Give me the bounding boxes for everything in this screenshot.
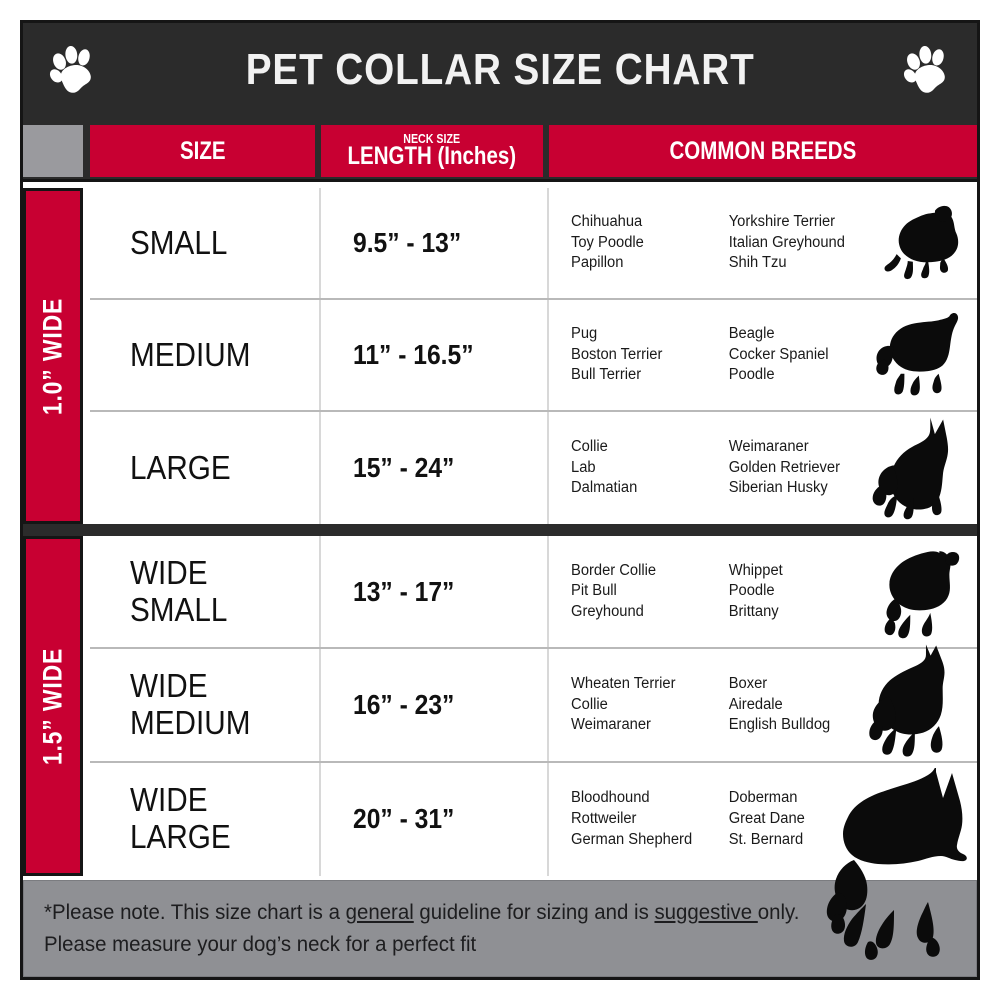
cell-size: LARGE bbox=[90, 412, 321, 524]
paw-print-icon bbox=[46, 43, 100, 97]
group-divider bbox=[23, 524, 977, 536]
group-label-1-0-wide: 1.0” WIDE bbox=[23, 188, 83, 524]
size-group-1-0-wide: SMALL 9.5” - 13” Chihuahua Toy Poodle Pa… bbox=[90, 188, 977, 524]
cell-length: 15” - 24” bbox=[321, 412, 549, 524]
breed-list-secondary: Yorkshire Terrier Italian Greyhound Shih… bbox=[728, 213, 845, 272]
cell-length: 16” - 23” bbox=[321, 649, 549, 761]
cell-breeds: Chihuahua Toy Poodle Papillon Yorkshire … bbox=[549, 188, 977, 298]
cell-length: 11” - 16.5” bbox=[321, 300, 549, 410]
cell-breeds: Border Collie Pit Bull Greyhound Whippet… bbox=[549, 536, 977, 647]
footer-note-line-2: Please measure your dog’s neck for a per… bbox=[44, 931, 477, 956]
breed-list-primary: Bloodhound Rottweiler German Shepherd bbox=[571, 789, 693, 848]
footer-text-mid: guideline for sizing and is bbox=[413, 900, 655, 925]
footer-text-pre: *Please note. This size chart is a bbox=[44, 900, 346, 925]
column-header-length-sublabel: NECK SIZE bbox=[403, 131, 461, 146]
pet-collar-size-chart: PET COLLAR SIZE CHART SIZE NECK SIZE LEN… bbox=[20, 20, 980, 980]
breed-list-secondary: Whippet Poodle Brittany bbox=[728, 561, 783, 620]
breed-list-primary: Pug Boston Terrier Bull Terrier bbox=[571, 325, 663, 384]
paw-print-icon bbox=[900, 43, 954, 97]
breed-list-secondary: Boxer Airedale English Bulldog bbox=[728, 675, 831, 734]
breed-list-secondary: Doberman Great Dane St. Bernard bbox=[728, 789, 805, 848]
table-row[interactable]: WIDE SMALL 13” - 17” Border Collie Pit B… bbox=[90, 536, 977, 650]
cell-size: SMALL bbox=[90, 188, 321, 298]
cell-size: WIDE SMALL bbox=[90, 536, 321, 648]
table-row[interactable]: SMALL 9.5” - 13” Chihuahua Toy Poodle Pa… bbox=[90, 188, 977, 300]
column-header-breeds: COMMON BREEDS bbox=[549, 125, 977, 177]
column-header-size: SIZE bbox=[90, 125, 315, 177]
page-title: PET COLLAR SIZE CHART bbox=[245, 45, 755, 94]
table-row[interactable]: MEDIUM 11” - 16.5” Pug Boston Terrier Bu… bbox=[90, 300, 977, 412]
size-group-1-5-wide: WIDE SMALL 13” - 17” Border Collie Pit B… bbox=[90, 536, 977, 876]
cell-size: MEDIUM bbox=[90, 300, 321, 410]
cell-size: WIDE MEDIUM bbox=[90, 649, 321, 761]
corner-cell bbox=[23, 125, 83, 177]
footer-text-post: only. bbox=[757, 900, 800, 925]
cell-breeds: Wheaten Terrier Collie Weimaraner Boxer … bbox=[549, 649, 977, 760]
cell-length: 13” - 17” bbox=[321, 536, 549, 648]
table-column-header-row: SIZE NECK SIZE LENGTH (Inches) COMMON BR… bbox=[20, 120, 980, 182]
chart-header-banner: PET COLLAR SIZE CHART bbox=[20, 20, 980, 120]
group-label-1-5-wide: 1.5” WIDE bbox=[23, 536, 83, 876]
cell-length: 20” - 31” bbox=[321, 762, 549, 876]
cell-length: 9.5” - 13” bbox=[321, 188, 549, 298]
table-row[interactable]: LARGE 15” - 24” Collie Lab Dalmatian Wei… bbox=[90, 412, 977, 524]
breed-list-primary: Border Collie Pit Bull Greyhound bbox=[571, 561, 657, 620]
breed-list-secondary: Weimaraner Golden Retriever Siberian Hus… bbox=[728, 438, 841, 497]
footer-underline-general: general bbox=[345, 900, 414, 925]
column-header-length: NECK SIZE LENGTH (Inches) bbox=[321, 125, 543, 177]
table-row[interactable]: WIDE MEDIUM 16” - 23” Wheaten Terrier Co… bbox=[90, 644, 977, 763]
breed-list-primary: Collie Lab Dalmatian bbox=[571, 438, 638, 497]
cell-size: WIDE LARGE bbox=[90, 762, 321, 876]
cell-breeds: Pug Boston Terrier Bull Terrier Beagle C… bbox=[549, 300, 977, 410]
table-row[interactable]: WIDE LARGE 20” - 31” Bloodhound Rottweil… bbox=[90, 762, 977, 876]
cell-breeds: Bloodhound Rottweiler German Shepherd Do… bbox=[549, 763, 977, 876]
footer-note: *Please note. This size chart is a gener… bbox=[23, 880, 977, 977]
footer-note-line-1: *Please note. This size chart is a gener… bbox=[44, 897, 929, 928]
cell-breeds: Collie Lab Dalmatian Weimaraner Golden R… bbox=[549, 412, 977, 524]
breed-list-secondary: Beagle Cocker Spaniel Poodle bbox=[728, 325, 829, 384]
breed-list-primary: Wheaten Terrier Collie Weimaraner bbox=[571, 675, 676, 734]
breed-list-primary: Chihuahua Toy Poodle Papillon bbox=[571, 213, 644, 272]
footer-underline-suggestive: suggestive bbox=[654, 900, 758, 925]
